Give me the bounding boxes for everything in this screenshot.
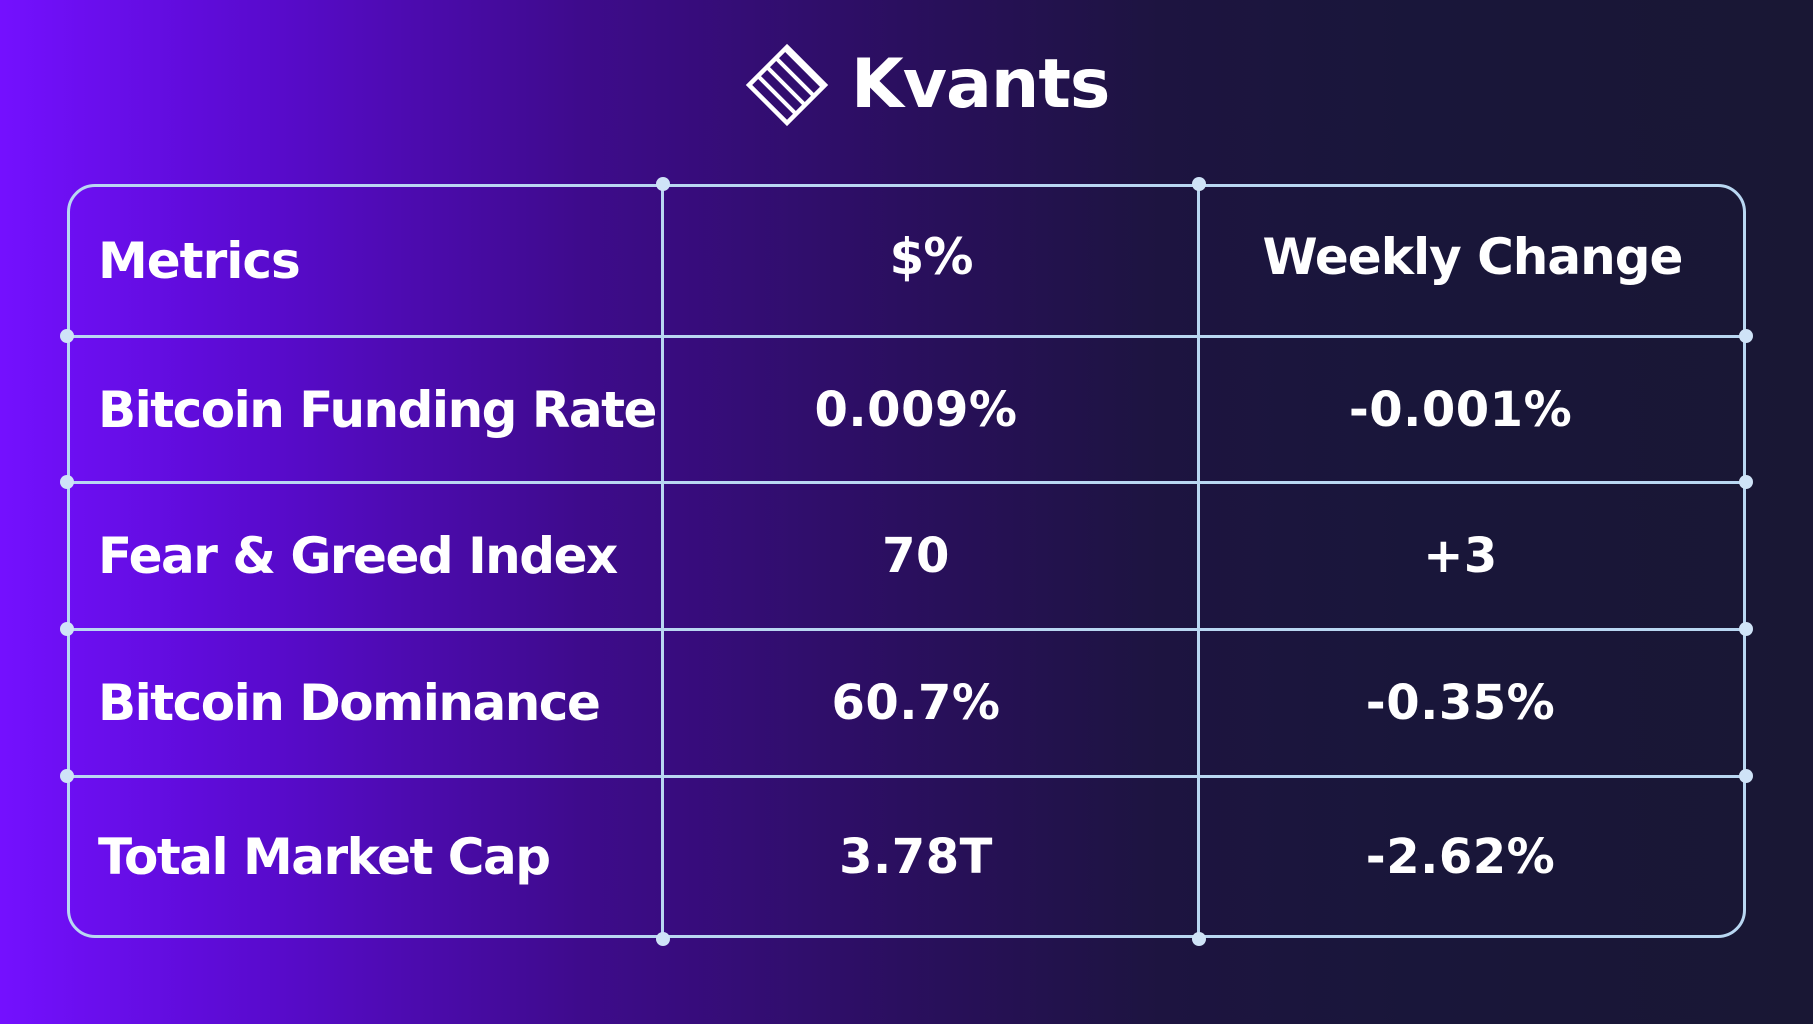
row-value: 0.009%: [814, 381, 1018, 438]
row-value: 70: [882, 528, 950, 584]
header-metrics: Metrics: [98, 232, 301, 290]
grid-node: [60, 475, 74, 489]
column-divider: [1197, 184, 1200, 938]
grid-node: [60, 329, 74, 343]
row-weekly-change: -2.62%: [1365, 828, 1556, 885]
header-percent: $%: [889, 228, 974, 286]
grid-node: [1192, 932, 1206, 946]
row-weekly-change: +3: [1423, 528, 1498, 584]
grid-node: [656, 932, 670, 946]
grid-node: [60, 769, 74, 783]
row-divider: [67, 335, 1746, 338]
grid-node: [60, 622, 74, 636]
header-weekly-change: Weekly Change: [1262, 228, 1684, 286]
row-divider: [67, 775, 1746, 778]
row-value: 60.7%: [831, 675, 1001, 731]
brand-name: Kvants: [851, 45, 1110, 124]
grid-node: [1739, 769, 1753, 783]
brand-logo: Kvants: [745, 40, 1110, 130]
row-metric-label: Fear & Greed Index: [98, 527, 618, 585]
grid-node: [1739, 622, 1753, 636]
row-divider: [67, 481, 1746, 484]
grid-node: [1739, 329, 1753, 343]
row-value: 3.78T: [839, 828, 993, 885]
metrics-table: [67, 184, 1746, 938]
grid-node: [656, 177, 670, 191]
grid-node: [1192, 177, 1206, 191]
column-divider: [661, 184, 664, 938]
row-weekly-change: -0.001%: [1348, 381, 1573, 438]
row-metric-label: Total Market Cap: [98, 827, 551, 886]
row-metric-label: Bitcoin Dominance: [98, 674, 601, 732]
row-metric-label: Bitcoin Funding Rate: [98, 380, 657, 439]
grid-node: [1739, 475, 1753, 489]
row-weekly-change: -0.35%: [1365, 675, 1556, 731]
row-divider: [67, 628, 1746, 631]
striped-diamond-icon: [745, 43, 829, 127]
